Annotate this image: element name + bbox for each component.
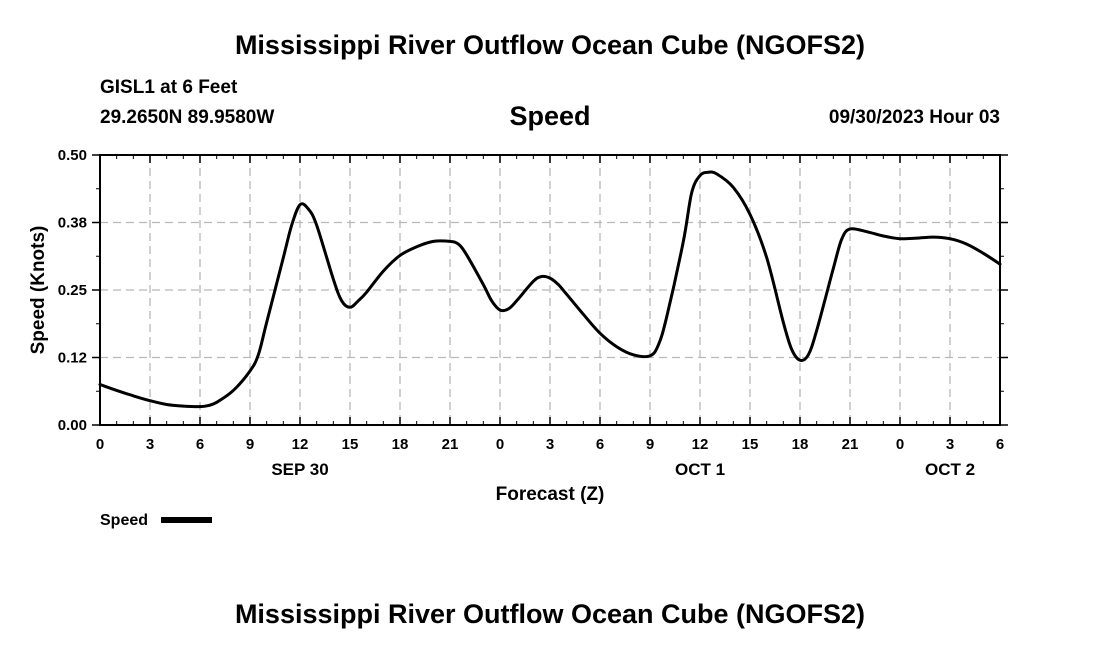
forecast-datetime: 09/30/2023 Hour 03	[828, 107, 1000, 128]
y-tick-label: 0.25	[58, 282, 87, 299]
x-tick-label: 9	[246, 436, 254, 453]
grid	[100, 154, 1000, 425]
x-tick-label: 3	[946, 436, 954, 453]
x-tick-label: 9	[646, 436, 654, 453]
legend: Speed	[100, 512, 212, 529]
legend-label: Speed	[100, 512, 148, 529]
speed-line	[98, 170, 1002, 409]
coordinates-label: 29.2650N 89.9580W	[100, 107, 275, 128]
chart-title: Mississippi River Outflow Ocean Cube (NG…	[234, 30, 866, 60]
x-tick-label: 12	[292, 436, 309, 453]
y-tick-label: 0.50	[58, 147, 87, 164]
x-tick-label: 0	[496, 436, 504, 453]
x-tick-label: 6	[996, 436, 1004, 453]
footer-title: Mississippi River Outflow Ocean Cube (NG…	[234, 599, 866, 629]
date-label: SEP 30	[271, 460, 328, 479]
variable-title: Speed	[509, 101, 591, 131]
legend-swatch	[161, 517, 212, 523]
x-tick-label: 15	[742, 436, 759, 453]
y-tick-label: 0.38	[58, 215, 87, 232]
y-axis-title: Speed (Knots)	[28, 226, 49, 355]
x-tick-label: 12	[692, 436, 709, 453]
x-tick-label: 6	[196, 436, 204, 453]
date-label: OCT 2	[925, 460, 975, 479]
x-tick-label: 18	[792, 436, 809, 453]
y-tick-label: 0.12	[58, 350, 87, 367]
date-label: OCT 1	[675, 460, 725, 479]
x-tick-label: 21	[842, 436, 859, 453]
x-tick-label: 15	[342, 436, 359, 453]
x-axis-title: Forecast (Z)	[496, 484, 605, 505]
x-tick-label: 0	[896, 436, 904, 453]
x-tick-label: 3	[146, 436, 154, 453]
x-tick-label: 21	[442, 436, 459, 453]
x-tick-label: 3	[546, 436, 554, 453]
y-tick-label: 0.00	[58, 417, 87, 434]
x-tick-label: 18	[392, 436, 409, 453]
series	[98, 170, 1002, 409]
x-tick-label: 0	[96, 436, 104, 453]
x-tick-label: 6	[596, 436, 604, 453]
axis-labels: 0 3 6 9 12 15 18 21 0 3 6 9 12 15 18 21 0 3 6 0.00 0.12 0.25 0…	[58, 147, 1004, 479]
axis-ticks	[92, 154, 1008, 426]
station-label: GISL1 at 6 Feet	[100, 77, 238, 98]
